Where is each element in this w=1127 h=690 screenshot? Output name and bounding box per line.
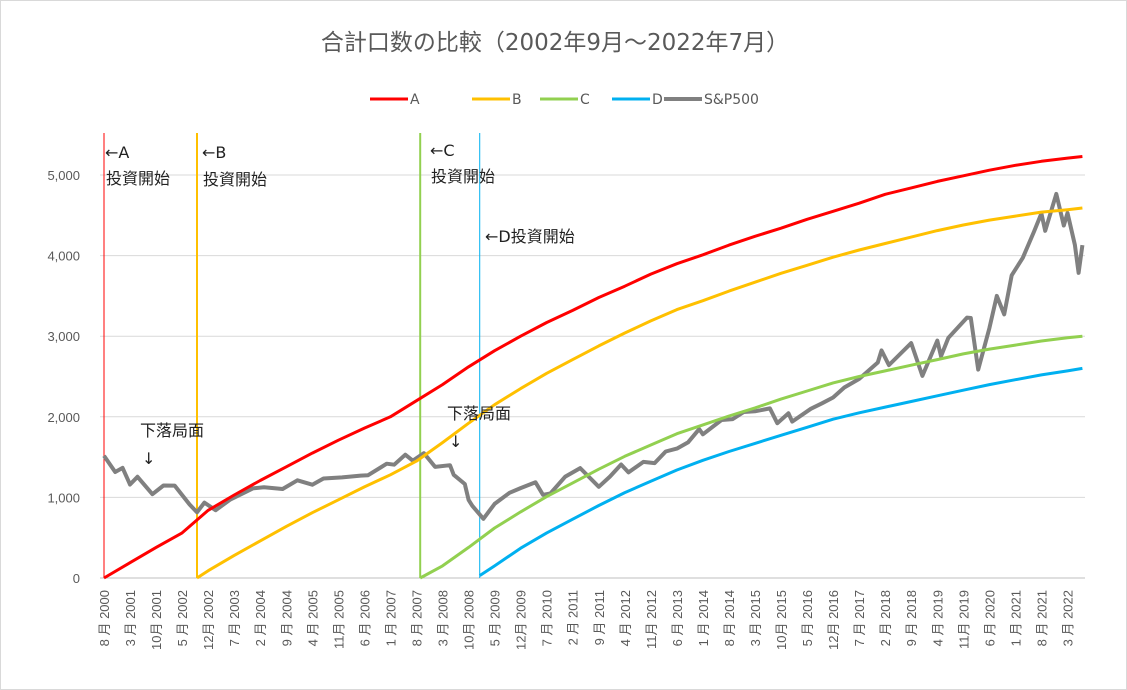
annotation-decline-2: 下落局面 [447, 404, 511, 423]
y-tick-label: 4,000 [47, 249, 80, 264]
annotation-decline-1-arrow: ↓ [142, 449, 155, 468]
annotation-a-arrow: ←A [105, 143, 129, 162]
x-tick-label: 7 月 2010 [540, 590, 555, 646]
series-line-b [196, 206, 1083, 580]
x-tick-label: 7 月 2017 [852, 590, 867, 646]
start-markers [103, 133, 481, 578]
annotations: ←A 投資開始 ←B 投資開始 ←C 投資開始 ←D投資開始 下落局面 ↓ 下落… [105, 141, 575, 468]
y-tick-label: 0 [73, 571, 80, 586]
x-tick-label: 4 月 2019 [930, 590, 945, 646]
x-tick-label: 8 月 2000 [97, 590, 112, 646]
x-tick-label: 6 月 2006 [357, 590, 372, 646]
x-tick-label: 10月 2001 [149, 590, 164, 650]
x-tick-label: 7 月 2003 [227, 590, 242, 646]
series-line-d [478, 366, 1083, 577]
legend-label: B [512, 92, 522, 108]
series-line-c [419, 334, 1083, 580]
x-tick-label: 8 月 2014 [722, 590, 737, 646]
x-tick-label: 12月 2009 [514, 590, 529, 650]
x-tick-label: 5 月 2009 [488, 590, 503, 646]
series-lines [102, 155, 1085, 580]
annotation-c-start: 投資開始 [431, 167, 495, 186]
x-tick-label: 1 月 2007 [383, 590, 398, 646]
series-line-a [103, 155, 1083, 580]
gridlines [100, 174, 1085, 579]
legend-item: S&P500 [664, 92, 759, 108]
x-tick-label: 1 月 2014 [696, 590, 711, 646]
y-tick-label: 3,000 [47, 329, 80, 344]
annotation-a-start: 投資開始 [106, 169, 170, 188]
x-tick-label: 9 月 2018 [904, 590, 919, 646]
x-tick-label: 9 月 2011 [592, 590, 607, 645]
x-tick-label: 2 月 2011 [566, 590, 581, 645]
x-tick-label: 3 月 2001 [123, 590, 138, 646]
series-line-sp500 [102, 191, 1085, 521]
legend-label: A [410, 92, 420, 108]
x-tick-label: 4 月 2012 [618, 590, 633, 646]
legend-item: C [540, 92, 590, 108]
legend-item: B [472, 92, 522, 108]
legend-item: A [370, 92, 420, 108]
x-tick-label: 8 月 2021 [1034, 590, 1049, 646]
y-tick-label: 2,000 [47, 410, 80, 425]
x-tick-label: 12月 2016 [826, 590, 841, 650]
x-tick-label: 11月 2012 [644, 590, 659, 649]
legend-label: S&P500 [704, 92, 759, 108]
legend-label: C [580, 92, 590, 108]
legend: A B C D S&P500 [370, 92, 759, 108]
x-tick-label: 11月 2019 [956, 590, 971, 649]
x-tick-label: 10月 2008 [462, 590, 477, 650]
x-tick-label: 9 月 2004 [279, 590, 294, 646]
y-axis: 0 1,000 2,000 3,000 4,000 5,000 [47, 168, 80, 586]
y-tick-label: 1,000 [47, 490, 80, 505]
annotation-d-start: ←D投資開始 [485, 227, 575, 246]
annotation-decline-1: 下落局面 [140, 421, 204, 440]
annotation-b-start: 投資開始 [203, 170, 267, 189]
legend-label: D [652, 92, 663, 108]
x-tick-label: 5 月 2002 [175, 590, 190, 646]
legend-item: D [612, 92, 663, 108]
x-tick-label: 3 月 2022 [1060, 590, 1075, 646]
x-tick-label: 5 月 2016 [800, 590, 815, 646]
x-tick-label: 6 月 2020 [982, 590, 997, 646]
x-tick-label: 3 月 2008 [436, 590, 451, 646]
x-tick-label: 10月 2015 [774, 590, 789, 650]
x-tick-label: 2 月 2018 [878, 590, 893, 646]
x-tick-label: 2 月 2004 [253, 590, 268, 646]
x-axis: 8 月 2000 3 月 2001 10月 2001 5 月 2002 12月 2002… [97, 590, 1075, 650]
annotation-c-arrow: ←C [430, 141, 455, 160]
chart-title: 合計口数の比較（2002年9月～2022年7月） [321, 30, 789, 56]
x-tick-label: 3 月 2015 [748, 590, 763, 646]
x-tick-label: 12月 2002 [201, 590, 216, 650]
x-tick-label: 1 月 2021 [1008, 590, 1023, 646]
x-tick-label: 6 月 2013 [670, 590, 685, 646]
annotation-decline-2-arrow: ↓ [449, 432, 462, 451]
y-tick-label: 5,000 [47, 168, 80, 183]
x-tick-label: 4 月 2005 [305, 590, 320, 646]
x-tick-label: 8 月 2007 [409, 590, 424, 646]
x-tick-label: 11月 2005 [331, 590, 346, 649]
annotation-b-arrow: ←B [202, 143, 226, 162]
